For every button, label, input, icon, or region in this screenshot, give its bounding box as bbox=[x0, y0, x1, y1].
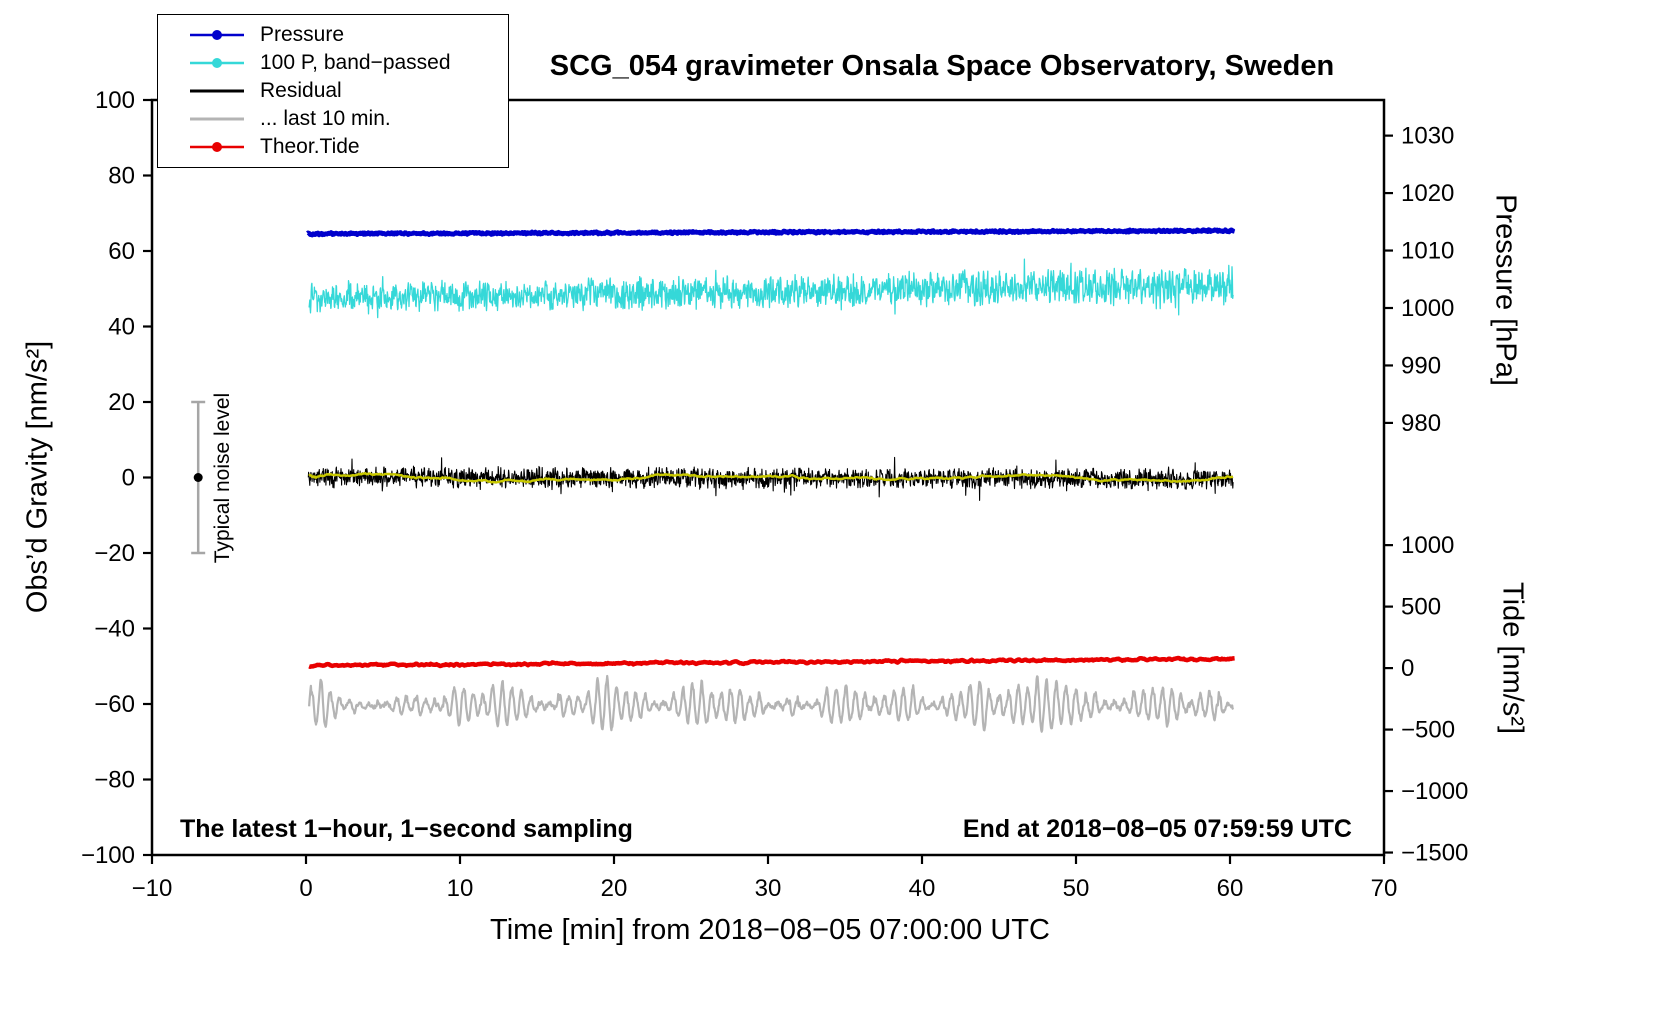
pressure-tick-label: 1020 bbox=[1401, 180, 1454, 207]
pressure-tick-label: 1010 bbox=[1401, 238, 1454, 265]
chart-title: SCG_054 gravimeter Onsala Space Observat… bbox=[549, 50, 1335, 82]
tide-tick-label: 0 bbox=[1401, 655, 1414, 682]
legend-item-1: 100 P, band−passed bbox=[188, 49, 498, 77]
left-tick-label: 100 bbox=[95, 87, 135, 114]
pressure-tick-label: 980 bbox=[1401, 410, 1441, 437]
x-axis-title: Time [min] from 2018−08−05 07:00:00 UTC bbox=[490, 914, 1050, 946]
series-theoretical-tide bbox=[307, 655, 1236, 669]
tide-tick-label: −500 bbox=[1401, 717, 1455, 744]
legend-marker-icon bbox=[190, 89, 244, 93]
x-tick-label: 60 bbox=[1217, 875, 1244, 902]
left-tick-label: −40 bbox=[94, 616, 135, 643]
legend-item-0: Pressure bbox=[188, 21, 498, 49]
noise-level-dot bbox=[193, 473, 203, 482]
x-tick-label: 30 bbox=[755, 875, 782, 902]
series-pressure bbox=[305, 227, 1237, 238]
noise-level-marker bbox=[191, 400, 206, 555]
x-tick-label: 40 bbox=[909, 875, 936, 902]
legend-marker-icon bbox=[190, 142, 244, 152]
series-residual-last-10-min bbox=[308, 674, 1235, 733]
left-tick-label: 80 bbox=[108, 163, 135, 190]
series-residual bbox=[307, 456, 1234, 501]
sampling-note: The latest 1−hour, 1−second sampling bbox=[180, 815, 633, 843]
pressure-tick-label: 990 bbox=[1401, 352, 1441, 379]
series-layer bbox=[305, 227, 1237, 733]
left-axis-title: Obs’d Gravity [nm/s²] bbox=[21, 340, 54, 614]
x-tick-label: −10 bbox=[132, 875, 173, 902]
pressure-tick-label: 1000 bbox=[1401, 295, 1454, 322]
x-tick-label: 0 bbox=[299, 875, 312, 902]
left-tick-label: −60 bbox=[94, 691, 135, 718]
pressure-tick-label: 1030 bbox=[1401, 123, 1454, 150]
left-tick-label: 0 bbox=[122, 465, 135, 492]
tide-tick-label: −1000 bbox=[1401, 778, 1468, 805]
legend-label: 100 P, band−passed bbox=[260, 51, 451, 74]
tide-tick-label: −1500 bbox=[1401, 840, 1468, 867]
x-tick-label: 20 bbox=[601, 875, 628, 902]
end-note: End at 2018−08−05 07:59:59 UTC bbox=[962, 815, 1352, 843]
series-pressure-bandpassed bbox=[308, 258, 1234, 319]
left-tick-label: 20 bbox=[108, 389, 135, 416]
left-tick-label: −80 bbox=[94, 767, 135, 794]
pressure-axis-title: Pressure [hPa] bbox=[1489, 194, 1522, 386]
legend-marker-icon bbox=[190, 30, 244, 40]
legend-label: Residual bbox=[260, 79, 342, 102]
legend-label: Pressure bbox=[260, 23, 345, 46]
tide-tick-label: 500 bbox=[1401, 594, 1441, 621]
legend-item-2: Residual bbox=[188, 77, 498, 105]
legend-marker-icon bbox=[190, 58, 244, 68]
noise-level-label: Typical noise level bbox=[211, 392, 234, 564]
legend-label: ... last 10 min. bbox=[260, 107, 391, 130]
left-tick-label: −100 bbox=[81, 842, 135, 869]
legend-label: Theor.Tide bbox=[260, 135, 360, 158]
tide-axis-title: Tide [nm/s²] bbox=[1496, 581, 1529, 735]
legend: Pressure 100 P, band−passed Residual ... la… bbox=[157, 14, 509, 168]
left-tick-label: 40 bbox=[108, 314, 135, 341]
tide-tick-label: 1000 bbox=[1401, 532, 1454, 559]
legend-item-4: Theor.Tide bbox=[188, 133, 498, 161]
legend-item-3: ... last 10 min. bbox=[188, 105, 498, 133]
series-residual-mean bbox=[308, 472, 1234, 484]
x-tick-label: 10 bbox=[447, 875, 474, 902]
x-tick-label: 70 bbox=[1371, 875, 1398, 902]
left-tick-label: −20 bbox=[94, 540, 135, 567]
legend-marker-icon bbox=[190, 117, 244, 121]
x-tick-label: 50 bbox=[1063, 875, 1090, 902]
left-tick-label: 60 bbox=[108, 238, 135, 265]
